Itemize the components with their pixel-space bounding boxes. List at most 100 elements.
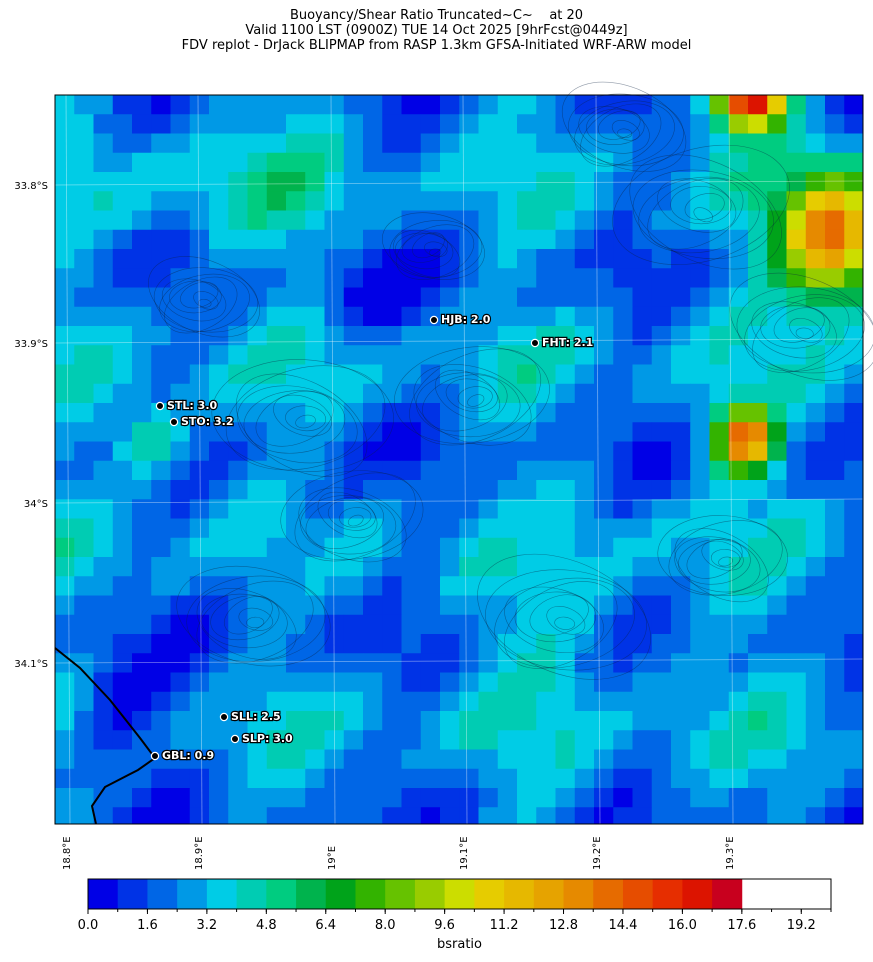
grid-cell (286, 460, 306, 481)
contour-line (736, 286, 873, 374)
grid-cell (382, 749, 402, 770)
grid-cell (459, 326, 479, 346)
grid-cell (170, 480, 191, 500)
grid-cell (651, 711, 672, 731)
grid-cell (844, 287, 864, 308)
contour-line (434, 369, 501, 421)
grid-cell (324, 576, 345, 596)
grid-cell (671, 326, 691, 346)
grid-cell (844, 730, 864, 750)
grid-cell (170, 306, 191, 327)
grid-cell (440, 364, 460, 385)
grid-cell (709, 537, 730, 558)
grid-cell (189, 749, 210, 770)
grid-cell (786, 711, 807, 731)
grid-cell (55, 268, 75, 288)
grid-cell (671, 441, 691, 462)
grid-cell (170, 460, 191, 481)
grid-cell (748, 557, 768, 577)
grid-cell (55, 634, 75, 654)
grid-cell (189, 152, 210, 173)
grid-cell (478, 788, 499, 808)
grid-cell (613, 807, 633, 825)
contour-line (243, 390, 346, 454)
grid-cell (709, 788, 730, 808)
grid-cell (266, 576, 287, 596)
grid-cell (459, 749, 479, 770)
grid-cell (420, 383, 441, 404)
grid-cell (709, 711, 730, 731)
grid-cell (286, 788, 306, 808)
grid-cell (305, 403, 325, 423)
grid-cell (55, 711, 75, 731)
grid-cell (825, 576, 845, 596)
contour-line (395, 232, 454, 270)
contour-line (657, 178, 737, 233)
grid-cell (690, 383, 710, 404)
meridian-line (65, 94, 71, 825)
grid-cell (55, 152, 75, 173)
grid-cell (786, 249, 807, 269)
grid-cell (440, 191, 460, 211)
grid-cell (363, 614, 383, 635)
grid-cell (613, 422, 633, 442)
grid-cell (748, 422, 768, 442)
grid-cell (189, 133, 210, 154)
contour-line (611, 119, 640, 141)
contour-line (148, 256, 261, 338)
grid-cell (748, 95, 768, 115)
contour-line (224, 596, 273, 635)
grid-cell (748, 672, 768, 693)
grid-cell (247, 133, 268, 154)
grid-cell (363, 326, 383, 346)
grid-cell (478, 152, 499, 173)
grid-cell (228, 537, 248, 558)
grid-cell (363, 345, 383, 365)
grid-cell (844, 114, 864, 134)
grid-cell (613, 287, 633, 308)
grid-cell (478, 672, 499, 693)
grid-cell (74, 730, 94, 750)
grid-cell (112, 345, 133, 365)
grid-cell (478, 345, 499, 365)
grid-cell (574, 403, 595, 423)
grid-cell (671, 95, 691, 115)
grid-cell (613, 518, 633, 539)
grid-cell (363, 249, 383, 269)
grid-cell (228, 499, 248, 519)
grid-cell (748, 191, 768, 211)
grid-cell (555, 152, 576, 173)
grid-cell (343, 672, 364, 693)
grid-cell (805, 287, 826, 308)
grid-cell (709, 287, 730, 308)
grid-cell (478, 383, 499, 404)
grid-cell (93, 499, 114, 519)
grid-cell (459, 768, 479, 789)
grid-cell (209, 306, 229, 327)
contour-line (422, 374, 508, 432)
grid-cell (690, 807, 710, 825)
grid-cell (671, 268, 691, 288)
grid-cell (266, 441, 287, 462)
grid-cell (517, 287, 537, 308)
grid-cell (786, 383, 807, 404)
grid-cell (440, 499, 460, 519)
grid-cell (632, 711, 653, 731)
grid-cell (286, 345, 306, 365)
grid-cell (247, 557, 268, 577)
grid-cell (786, 691, 807, 712)
grid-cell (151, 133, 171, 154)
grid-cell (517, 114, 537, 134)
grid-cell (132, 95, 152, 115)
grid-cell (728, 595, 749, 616)
grid-cell (594, 460, 614, 481)
grid-cell (247, 576, 268, 596)
grid-cell (594, 788, 614, 808)
grid-cell (305, 807, 325, 825)
grid-cell (459, 306, 479, 327)
grid-cell (709, 653, 730, 673)
grid-cell (266, 711, 287, 731)
grid-cell (805, 711, 826, 731)
grid-cell (632, 229, 653, 250)
